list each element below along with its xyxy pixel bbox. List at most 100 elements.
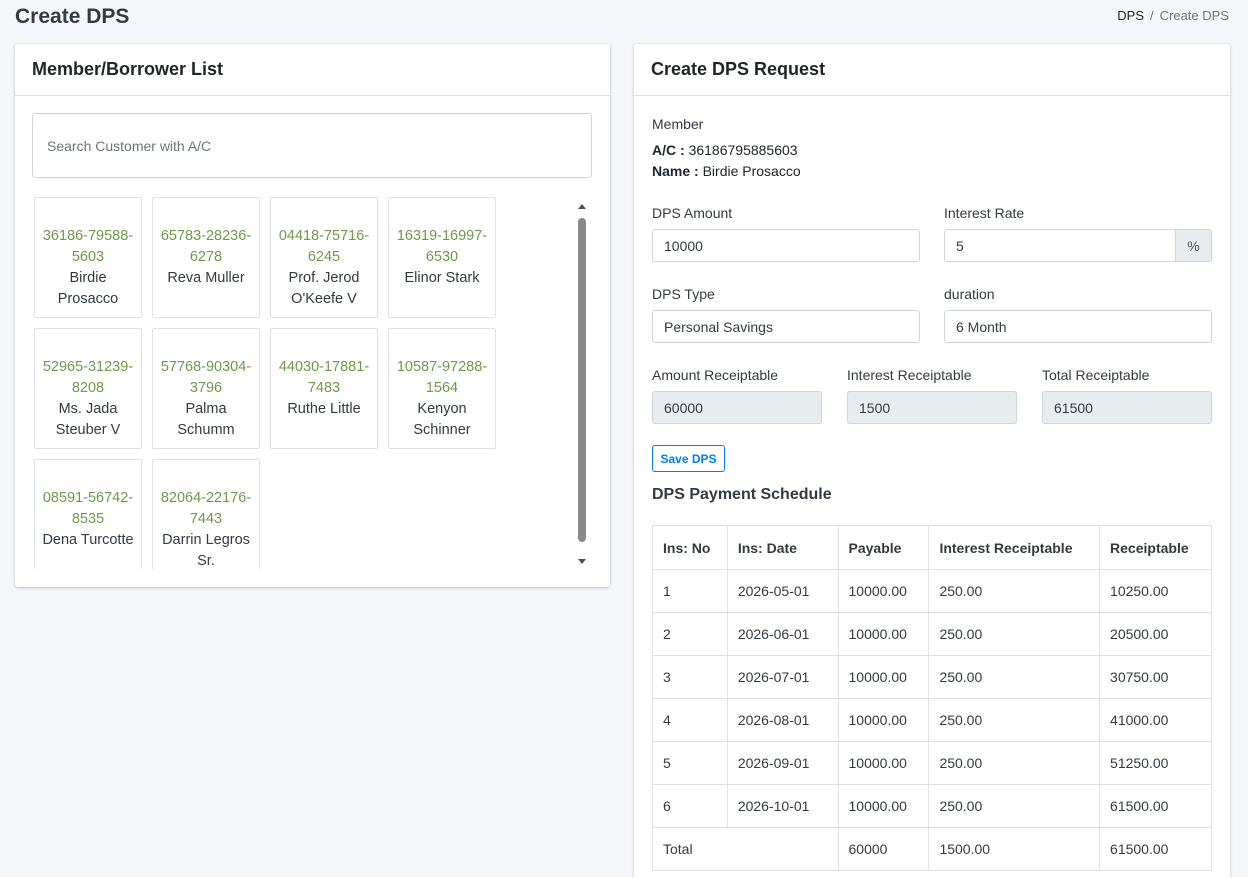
scroll-up-arrow-icon[interactable]: [578, 204, 586, 209]
table-cell: 2026-06-01: [726, 612, 839, 656]
dps-type-select[interactable]: Personal Savings: [652, 310, 920, 343]
member-tile[interactable]: 10587-97288-1564 Kenyon Schinner: [388, 328, 496, 449]
col-ins-date: Ins: Date: [726, 525, 839, 570]
table-cell: 10000.00: [837, 784, 930, 828]
interest-receiptable-field: 1500: [847, 391, 1017, 424]
member-tile[interactable]: 04418-75716-6245 Prof. Jerod O'Keefe V: [270, 197, 378, 318]
table-row: 2 2026-06-01 10000.00 250.00 20500.00: [652, 612, 1212, 656]
dps-amount-value: 10000: [664, 237, 703, 254]
ac-value: 36186795885603: [688, 142, 798, 158]
member-account-number: 65783-28236-6278: [160, 228, 252, 265]
amount-receiptable-field: 60000: [652, 391, 822, 424]
interest-receiptable-label: Interest Receiptable: [847, 367, 972, 383]
member-account-number: 16319-16997-6530: [396, 228, 488, 265]
member-tile[interactable]: 57768-90304-3796 Palma Schumm: [152, 328, 260, 449]
payment-schedule-table: Ins: No Ins: Date Payable Interest Recei…: [652, 525, 1212, 871]
table-cell: 61500.00: [1099, 784, 1212, 828]
table-cell: 10000.00: [837, 741, 930, 785]
scroll-thumb[interactable]: [578, 218, 586, 542]
member-name: Reva Muller: [167, 270, 245, 286]
member-name: Ms. Jada Steuber V: [55, 401, 121, 438]
table-header-row: Ins: No Ins: Date Payable Interest Recei…: [652, 525, 1212, 570]
table-cell: 30750.00: [1099, 655, 1212, 699]
duration-value: 6 Month: [956, 318, 1007, 335]
member-tile[interactable]: 52965-31239-8208 Ms. Jada Steuber V: [34, 328, 142, 449]
table-cell: 2026-10-01: [726, 784, 839, 828]
table-row: 5 2026-09-01 10000.00 250.00 51250.00: [652, 741, 1212, 785]
breadcrumb-dps-link[interactable]: DPS: [1117, 8, 1144, 23]
col-receiptable: Receiptable: [1099, 525, 1212, 570]
table-cell: 6: [652, 784, 728, 828]
table-row: 6 2026-10-01 10000.00 250.00 61500.00: [652, 784, 1212, 828]
member-name: Prof. Jerod O'Keefe V: [288, 270, 360, 307]
member-grid: 36186-79588-5603 Birdie Prosacco 65783-282…: [32, 197, 562, 569]
interest-rate-label: Interest Rate: [944, 205, 1025, 221]
table-cell: 10000.00: [837, 612, 930, 656]
member-account-number: 10587-97288-1564: [396, 359, 488, 396]
interest-rate-input[interactable]: 5: [944, 229, 1176, 262]
total-receiptable-label: Total Receiptable: [1042, 367, 1150, 383]
member-name: Darrin Legros Sr.: [162, 532, 250, 569]
table-cell: 3: [652, 655, 728, 699]
col-interest-receiptable: Interest Receiptable: [928, 525, 1101, 570]
duration-select[interactable]: 6 Month: [944, 310, 1212, 343]
table-cell: 10250.00: [1099, 569, 1212, 613]
member-account-number: 08591-56742-8535: [42, 490, 134, 527]
total-payable: 60000: [837, 827, 930, 871]
table-cell: 10000.00: [837, 698, 930, 742]
table-cell: 250.00: [928, 655, 1101, 699]
member-label: Member: [652, 116, 704, 132]
member-tile[interactable]: 82064-22176-7443 Darrin Legros Sr.: [152, 459, 260, 569]
table-cell: 5: [652, 741, 728, 785]
dps-type-value: Personal Savings: [664, 318, 773, 335]
table-cell: 41000.00: [1099, 698, 1212, 742]
member-tile[interactable]: 44030-17881-7483 Ruthe Little: [270, 328, 378, 449]
name-value: Birdie Prosacco: [702, 163, 801, 179]
name-label: Name :: [652, 163, 699, 179]
member-list-title: Member/Borrower List: [15, 44, 610, 96]
member-tile[interactable]: 16319-16997-6530 Elinor Stark: [388, 197, 496, 318]
member-tile[interactable]: 08591-56742-8535 Dena Turcotte: [34, 459, 142, 569]
member-account-number: 57768-90304-3796: [160, 359, 252, 396]
table-cell: 2026-05-01: [726, 569, 839, 613]
table-cell: 250.00: [928, 569, 1101, 613]
total-row: Total 60000 1500.00 61500.00: [652, 827, 1212, 871]
member-search-input[interactable]: [32, 113, 592, 178]
table-cell: 250.00: [928, 784, 1101, 828]
table-cell: 250.00: [928, 698, 1101, 742]
table-cell: 2026-08-01: [726, 698, 839, 742]
dps-request-title: Create DPS Request: [634, 44, 1230, 96]
table-cell: 250.00: [928, 612, 1101, 656]
scroll-down-arrow-icon[interactable]: [578, 559, 586, 564]
table-row: 1 2026-05-01 10000.00 250.00 10250.00: [652, 569, 1212, 613]
member-tile[interactable]: 36186-79588-5603 Birdie Prosacco: [34, 197, 142, 318]
table-cell: 4: [652, 698, 728, 742]
page-title: Create DPS: [15, 5, 130, 28]
member-account-number: 44030-17881-7483: [278, 359, 370, 396]
col-payable: Payable: [837, 525, 930, 570]
member-name: Ruthe Little: [287, 401, 361, 417]
ac-label: A/C :: [652, 142, 685, 158]
breadcrumb-current: Create DPS: [1159, 8, 1229, 23]
member-list-scrollbar[interactable]: [576, 202, 588, 568]
schedule-title: DPS Payment Schedule: [652, 486, 832, 503]
table-cell: 1: [652, 569, 728, 613]
member-account-info: A/C : 36186795885603: [652, 142, 798, 158]
table-cell: 51250.00: [1099, 741, 1212, 785]
table-cell: 20500.00: [1099, 612, 1212, 656]
dps-amount-input[interactable]: 10000: [652, 229, 920, 262]
member-account-number: 82064-22176-7443: [160, 490, 252, 527]
total-receiptable-value: 61500: [1054, 399, 1093, 416]
member-name: Kenyon Schinner: [413, 401, 471, 438]
table-row: 3 2026-07-01 10000.00 250.00 30750.00: [652, 655, 1212, 699]
table-cell: 2026-07-01: [726, 655, 839, 699]
member-account-number: 36186-79588-5603: [42, 228, 134, 265]
save-dps-button[interactable]: Save DPS: [652, 445, 725, 472]
dps-type-label: DPS Type: [652, 286, 715, 302]
total-receiptable: 61500.00: [1099, 827, 1212, 871]
breadcrumb-separator: /: [1150, 8, 1154, 23]
member-tile[interactable]: 65783-28236-6278 Reva Muller: [152, 197, 260, 318]
duration-label: duration: [944, 286, 995, 302]
member-name: Dena Turcotte: [42, 532, 134, 548]
breadcrumb: DPS / Create DPS: [1117, 8, 1229, 23]
